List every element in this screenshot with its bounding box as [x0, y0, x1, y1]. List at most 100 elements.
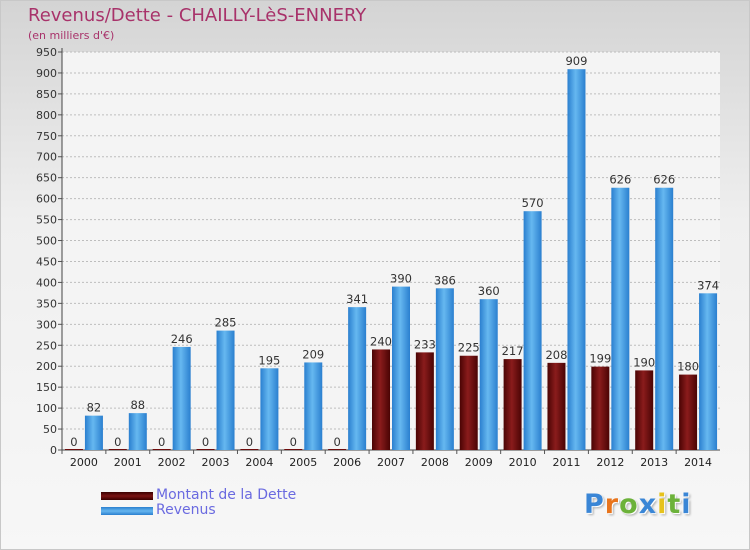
bar-revenus	[611, 187, 630, 450]
data-label-revenus: 82	[87, 401, 102, 415]
x-tick-label: 2004	[245, 456, 273, 469]
x-tick-label: 2002	[158, 456, 186, 469]
x-tick-label: 2010	[509, 456, 537, 469]
data-label-revenus: 246	[171, 332, 193, 346]
data-label-revenus: 285	[215, 316, 237, 330]
data-label-dette: 0	[158, 435, 165, 449]
data-label-dette: 180	[677, 360, 699, 374]
bar-dette	[415, 352, 434, 450]
bar-dette	[328, 449, 347, 450]
bar-dette	[64, 449, 83, 450]
bar-dette	[152, 449, 171, 450]
bar-revenus	[84, 415, 103, 450]
x-tick-label: 2007	[377, 456, 405, 469]
data-label-dette: 0	[333, 435, 340, 449]
data-label-revenus: 909	[565, 54, 587, 68]
data-label-dette: 0	[114, 435, 121, 449]
legend-swatch-dette	[101, 492, 153, 500]
y-tick-label: 550	[36, 214, 57, 227]
x-tick-label: 2003	[202, 456, 230, 469]
data-label-revenus: 88	[130, 398, 145, 412]
logo-letter: P	[584, 489, 605, 520]
x-tick-label: 2001	[114, 456, 142, 469]
bar-revenus	[304, 362, 323, 450]
data-label-dette: 190	[633, 355, 655, 369]
y-tick-label: 350	[36, 297, 57, 310]
y-tick-label: 900	[36, 67, 57, 80]
x-tick-label: 2006	[333, 456, 361, 469]
logo-letter: i	[681, 489, 692, 520]
bar-revenus	[523, 211, 542, 450]
data-label-dette: 217	[502, 344, 524, 358]
data-label-revenus: 626	[653, 173, 675, 187]
y-tick-label: 100	[36, 402, 57, 415]
bar-revenus	[655, 187, 674, 450]
logo-letter: t	[667, 489, 682, 520]
data-label-dette: 0	[70, 435, 77, 449]
chart-title: Revenus/Dette - CHAILLY-LèS-ENNERY	[28, 5, 367, 26]
bar-dette	[240, 449, 259, 450]
y-tick-label: 300	[36, 318, 57, 331]
bar-dette	[591, 366, 610, 450]
x-tick-label: 2011	[552, 456, 580, 469]
bar-revenus	[216, 330, 235, 450]
legend-label-dette: Montant de la Dette	[156, 487, 297, 503]
y-tick-label: 450	[36, 255, 57, 268]
data-label-revenus: 374	[697, 278, 719, 292]
logo-letter: x	[638, 489, 658, 520]
y-tick-label: 200	[36, 360, 57, 373]
y-tick-label: 600	[36, 193, 57, 206]
bar-dette	[503, 359, 522, 450]
data-label-revenus: 386	[434, 273, 456, 287]
bar-revenus	[128, 413, 147, 450]
bar-revenus	[172, 346, 191, 450]
proxiti-logo: Proxiti	[584, 489, 692, 520]
data-label-revenus: 341	[346, 292, 368, 306]
legend-label-revenus: Revenus	[156, 502, 216, 518]
bar-dette	[635, 370, 654, 450]
data-label-dette: 0	[290, 435, 297, 449]
y-tick-label: 700	[36, 151, 57, 164]
y-tick-label: 500	[36, 235, 57, 248]
x-tick-label: 2000	[70, 456, 98, 469]
bar-dette	[196, 449, 215, 450]
data-label-dette: 199	[589, 352, 611, 366]
data-label-dette: 208	[545, 348, 567, 362]
bar-dette	[108, 449, 127, 450]
bar-revenus	[479, 299, 498, 450]
data-label-dette: 240	[370, 334, 392, 348]
bar-revenus	[392, 286, 410, 450]
y-tick-label: 650	[36, 172, 57, 185]
bar-revenus	[699, 293, 718, 450]
bar-dette	[679, 374, 698, 450]
x-tick-label: 2008	[421, 456, 449, 469]
y-tick-label: 850	[36, 88, 57, 101]
data-label-dette: 0	[246, 435, 253, 449]
chart-subtitle: (en milliers d'€)	[28, 29, 115, 42]
logo-letter: r	[604, 489, 620, 520]
bar-dette	[372, 349, 390, 450]
y-tick-label: 950	[36, 46, 57, 59]
x-tick-label: 2014	[684, 456, 712, 469]
data-label-dette: 0	[202, 435, 209, 449]
logo-letter: i	[657, 489, 668, 520]
plot-area	[62, 52, 720, 450]
x-tick-label: 2012	[596, 456, 624, 469]
bar-revenus	[435, 288, 454, 450]
bar-dette	[459, 355, 478, 450]
data-label-revenus: 390	[390, 272, 412, 286]
bar-revenus	[348, 307, 367, 450]
data-label-revenus: 209	[302, 347, 324, 361]
data-label-dette: 225	[458, 341, 480, 355]
y-tick-label: 0	[50, 444, 57, 457]
x-tick-label: 2009	[465, 456, 493, 469]
y-tick-label: 750	[36, 130, 57, 143]
y-tick-label: 150	[36, 381, 57, 394]
x-tick-label: 2005	[289, 456, 317, 469]
x-tick-label: 2013	[640, 456, 668, 469]
y-tick-label: 400	[36, 276, 57, 289]
data-label-revenus: 570	[522, 196, 544, 210]
legend-swatch-revenus	[101, 507, 153, 515]
